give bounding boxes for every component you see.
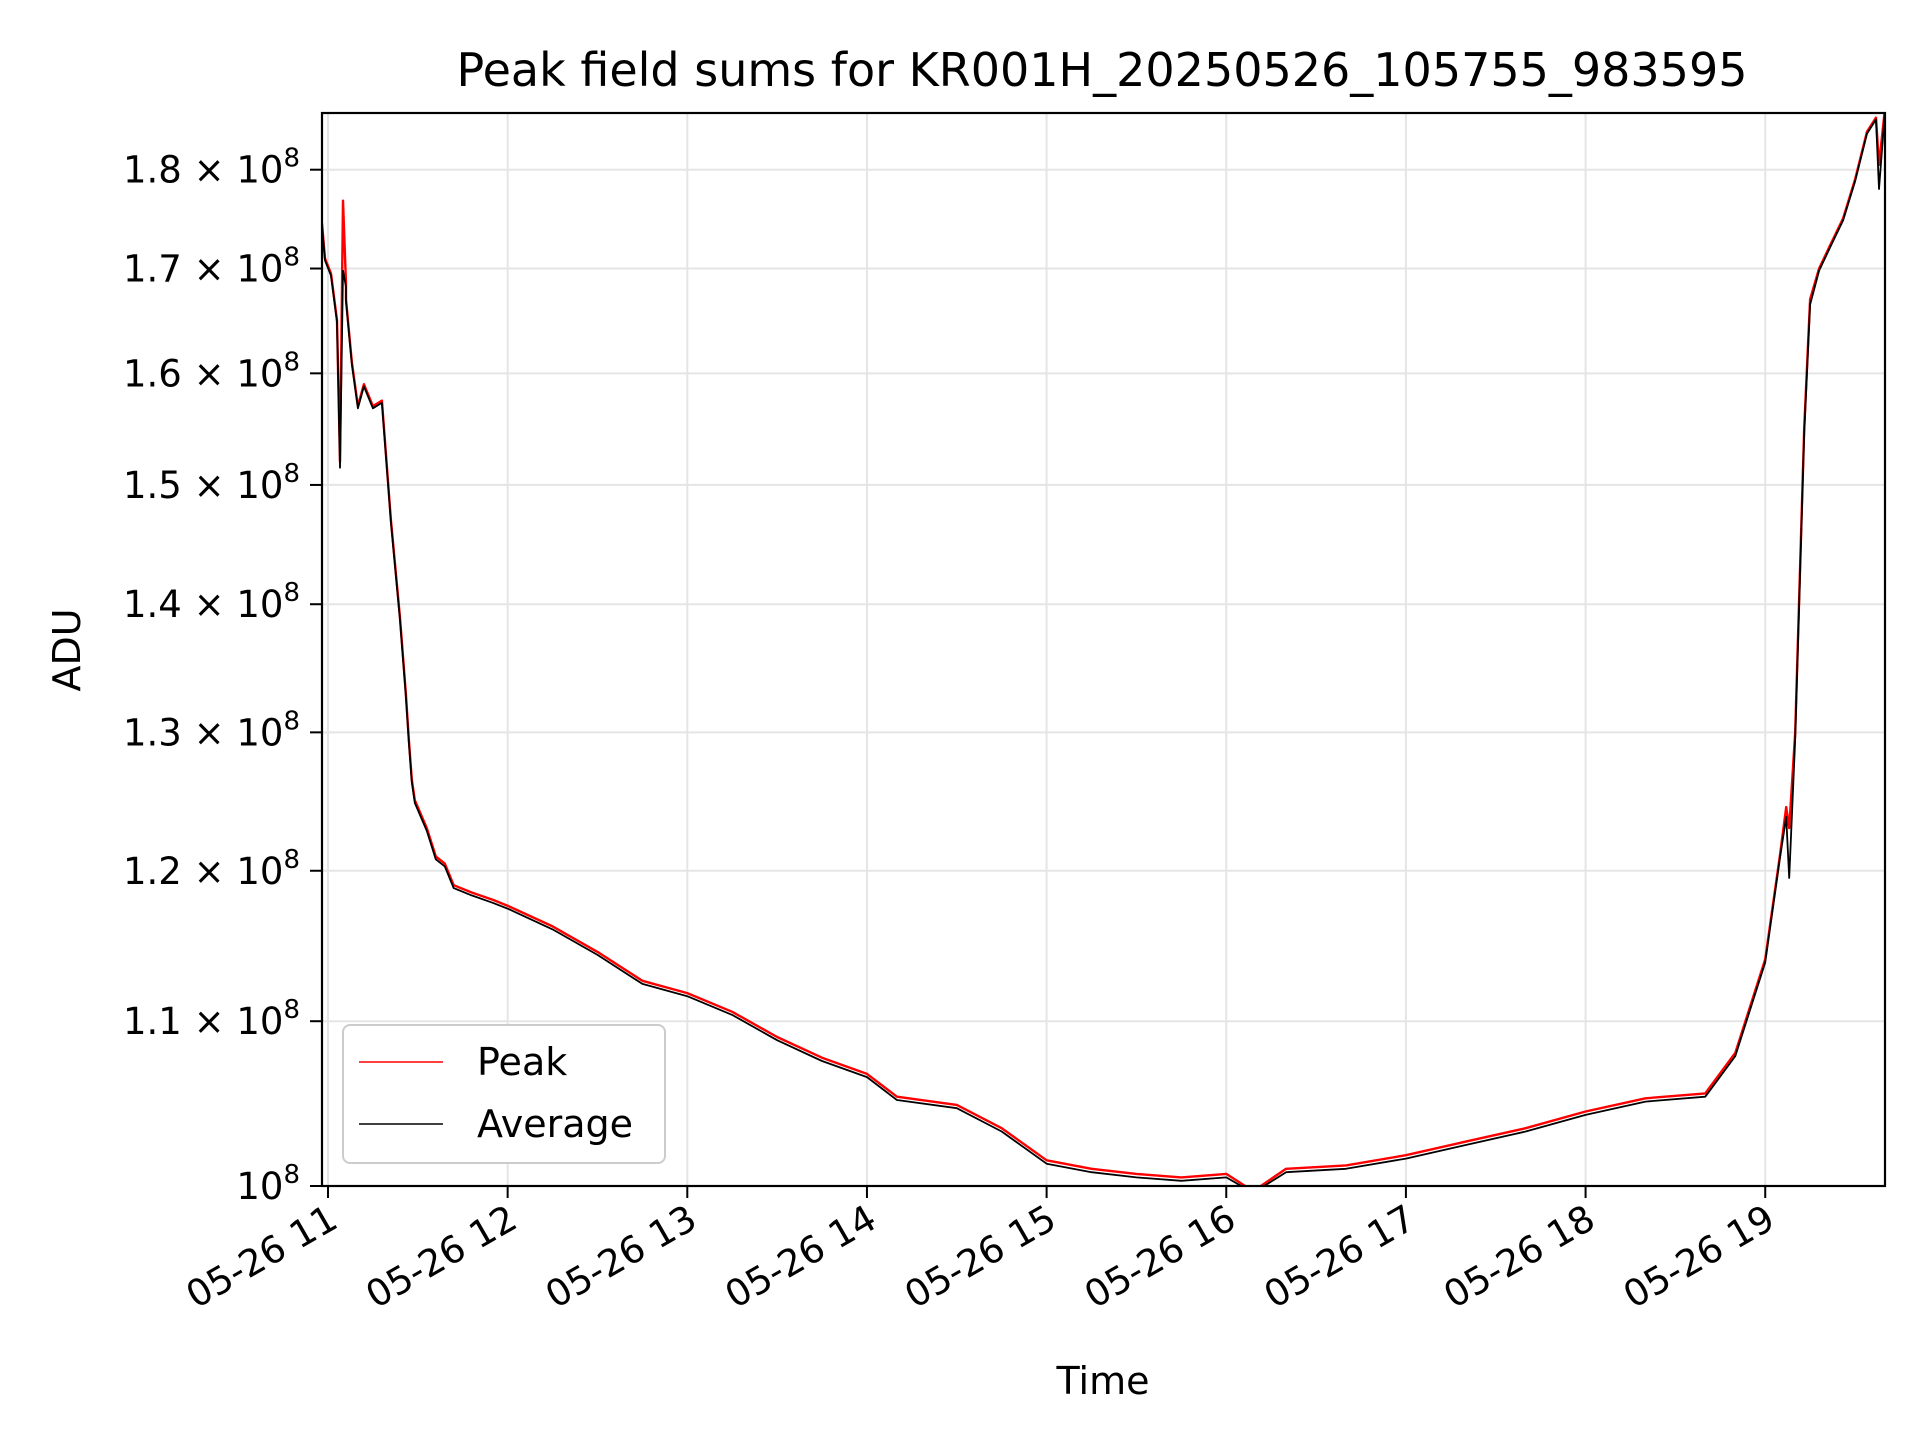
y-axis-ticks: 108 1.1 × 108 1.2 × 108 1.3 × 108 1.4 × 108 1… — [123, 144, 322, 1208]
y-tick: 108 — [236, 1160, 322, 1208]
x-tick-label: 05-26 19 — [1616, 1197, 1782, 1317]
x-tick: 05-26 15 — [898, 1186, 1064, 1317]
x-tick-label: 05-26 13 — [538, 1197, 704, 1317]
y-tick-label: 1.5 × 108 — [123, 459, 300, 507]
chart-title: Peak field sums for KR001H_20250526_1057… — [457, 43, 1748, 97]
y-tick: 1.8 × 108 — [123, 144, 322, 192]
x-tick: 05-26 12 — [359, 1186, 525, 1317]
x-tick-label: 05-26 16 — [1077, 1197, 1243, 1317]
x-tick: 05-26 16 — [1077, 1186, 1243, 1317]
y-tick-label: 108 — [236, 1160, 300, 1208]
y-tick-label: 1.2 × 108 — [123, 845, 300, 893]
y-tick: 1.3 × 108 — [123, 706, 322, 754]
x-tick-label: 05-26 17 — [1257, 1197, 1423, 1317]
y-tick-label: 1.6 × 108 — [123, 347, 300, 395]
series-layer — [322, 113, 1885, 1186]
y-tick-label: 1.1 × 108 — [123, 995, 300, 1043]
y-axis-title: ADU — [45, 608, 89, 691]
x-tick-label: 05-26 18 — [1437, 1197, 1603, 1317]
x-tick-label: 05-26 12 — [359, 1197, 525, 1317]
x-tick: 05-26 19 — [1616, 1186, 1782, 1317]
x-axis-title: Time — [1056, 1359, 1150, 1403]
x-tick-label: 05-26 14 — [718, 1197, 884, 1317]
y-tick: 1.2 × 108 — [123, 845, 322, 893]
y-tick: 1.5 × 108 — [123, 459, 322, 507]
legend-label-peak: Peak — [477, 1040, 567, 1084]
y-tick: 1.6 × 108 — [123, 347, 322, 395]
x-tick: 05-26 18 — [1437, 1186, 1603, 1317]
y-tick-label: 1.8 × 108 — [123, 144, 300, 192]
legend: Peak Average — [342, 1024, 666, 1164]
y-tick: 1.4 × 108 — [123, 578, 322, 626]
y-tick: 1.1 × 108 — [123, 995, 322, 1043]
x-tick: 05-26 17 — [1257, 1186, 1423, 1317]
x-tick: 05-26 14 — [718, 1186, 884, 1317]
x-tick-label: 05-26 11 — [179, 1197, 345, 1317]
x-tick: 05-26 13 — [538, 1186, 704, 1317]
plot-frame — [320, 111, 1887, 1188]
grid-lines — [322, 113, 1885, 1186]
x-tick-label: 05-26 15 — [898, 1197, 1064, 1317]
y-tick-label: 1.4 × 108 — [123, 578, 300, 626]
series-line-average — [322, 113, 1885, 1186]
y-tick-label: 1.3 × 108 — [123, 706, 300, 754]
legend-box — [342, 1024, 666, 1164]
y-tick-label: 1.7 × 108 — [123, 243, 300, 291]
legend-label-average: Average — [477, 1102, 633, 1146]
y-tick: 1.7 × 108 — [123, 243, 322, 291]
x-axis-ticks: 05-26 11 05-26 12 05-26 13 05-26 14 05-26 15… — [179, 1186, 1782, 1317]
